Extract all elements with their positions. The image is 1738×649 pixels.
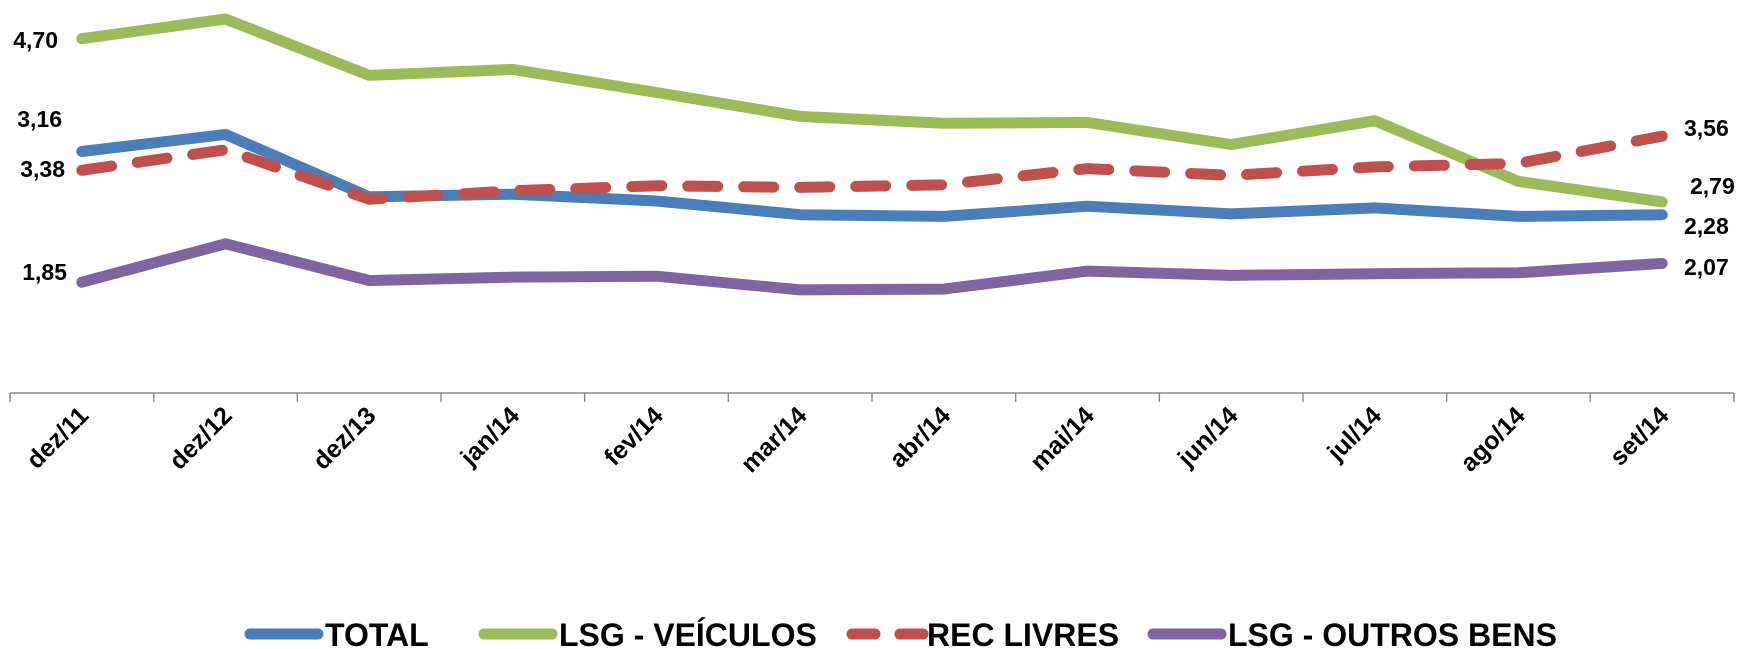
x-tick-label: abr/14 — [884, 401, 956, 473]
series-line-lsg-ve-culos — [76, 13, 1668, 208]
series-line-total — [76, 128, 1668, 222]
data-label: 3,16 — [17, 106, 62, 132]
legend-label: LSG - VEÍCULOS — [559, 617, 817, 649]
legend: TOTAL LSG - VEÍCULOS REC LIVRES LSG - OUTRO… — [244, 617, 1557, 649]
legend-item-lsg-ve-culos: LSG - VEÍCULOS — [478, 617, 817, 649]
legend-item-rec-livres: REC LIVRES — [846, 617, 1119, 649]
legend-item-lsg-outros-bens: LSG - OUTROS BENS — [1147, 617, 1557, 649]
x-tick-label: dez/13 — [308, 401, 382, 475]
x-tick-label: dez/11 — [21, 401, 94, 474]
x-tick-label: jul/14 — [1321, 401, 1387, 467]
data-label: 3,38 — [20, 156, 65, 182]
x-tick-label: jan/14 — [454, 401, 525, 472]
data-label: 2,79 — [1690, 173, 1735, 199]
x-tick-label: mai/14 — [1025, 401, 1100, 476]
data-label: 1,85 — [22, 259, 67, 285]
series-line-rec-livres — [76, 130, 1668, 205]
legend-label: LSG - OUTROS BENS — [1228, 617, 1557, 649]
x-tick-label: mar/14 — [736, 401, 813, 478]
plot-area — [76, 13, 1668, 296]
data-label: 2,28 — [1684, 213, 1729, 239]
data-labels: 4,70 3,16 3,38 1,85 3,56 2,79 2,28 2,07 — [13, 27, 1735, 285]
x-tick-label: ago/14 — [1455, 401, 1531, 477]
data-label: 4,70 — [13, 27, 58, 53]
x-tick-label: set/14 — [1604, 401, 1674, 471]
series-line-lsg-outros-bens — [76, 238, 1668, 296]
data-label: 2,07 — [1684, 254, 1729, 280]
legend-label: TOTAL — [325, 617, 429, 649]
x-tick-label: jun/14 — [1172, 401, 1244, 473]
x-tick-label: dez/12 — [164, 401, 238, 475]
x-tick-label: fev/14 — [599, 401, 669, 471]
legend-item-total: TOTAL — [244, 617, 429, 649]
data-label: 3,56 — [1684, 115, 1729, 141]
x-axis: dez/11 dez/12 dez/13 jan/14 fev/14 mar/14 abr/… — [9, 392, 1735, 478]
legend-label: REC LIVRES — [927, 617, 1119, 649]
